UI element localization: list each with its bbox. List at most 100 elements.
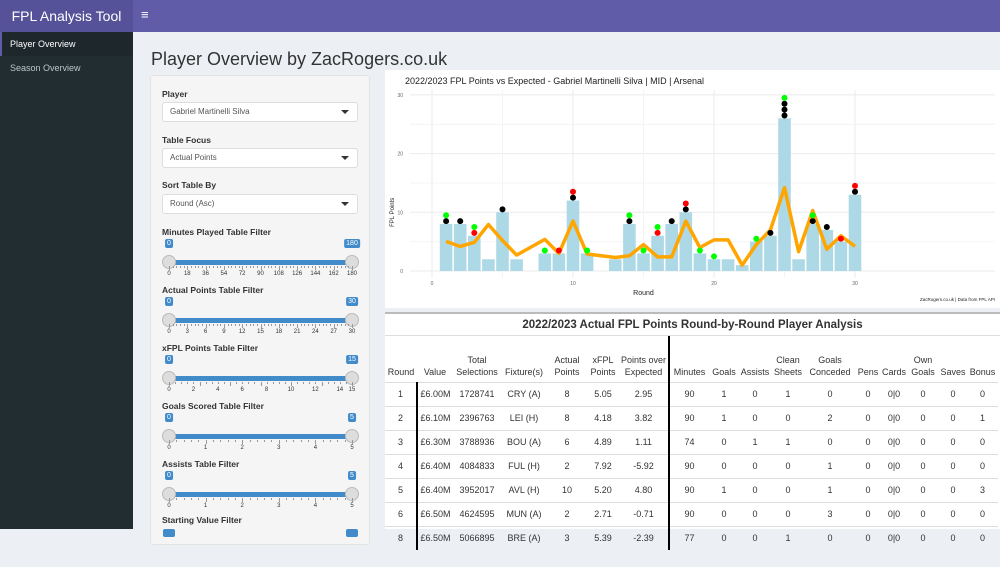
column-header[interactable]: Clean Sheets [771,336,805,382]
column-header[interactable]: Goals Conceded [805,336,855,382]
range-slider[interactable]: 0 5 0 1 2 3 4 5 [162,411,362,451]
table-row: 6 £6.50M 4624595 MUN (A) 2 2.71 -0.71 90 0 0 0 3 0 0|… [385,501,998,526]
slider-label: Actual Points Table Filter [162,285,264,295]
table-cell: 3.82 [619,405,670,430]
column-header[interactable]: Assists [739,336,771,382]
range-slider[interactable]: 0 5 0 1 2 3 4 5 [162,469,362,509]
column-header[interactable]: Goals [709,336,739,382]
column-header[interactable]: Total Selections [453,336,501,382]
table-row: 8 £6.50M 5066895 BRE (A) 3 5.39 -2.39 77 0 0 1 0 0 0|… [385,525,998,550]
slider-tick [172,266,174,268]
column-header[interactable]: Points over Expected [619,336,670,382]
slider-track[interactable] [169,434,352,439]
column-header[interactable]: Minutes [669,336,709,382]
slider-track[interactable] [169,376,352,381]
clean_sheet-marker [584,247,591,254]
slider-tick [176,498,178,500]
table-focus-select[interactable]: Actual Points [162,148,358,168]
slider-tick-label: 9 [222,329,226,335]
slider-tick [311,266,313,268]
goal-marker [457,218,464,225]
clean_sheet-marker [626,212,633,219]
sidebar-item-player-overview[interactable]: Player Overview [0,32,133,56]
bar-round-10 [566,200,580,271]
x-tick-label: 20 [711,281,717,287]
slider-tick [220,266,222,268]
slider-tick [297,266,299,270]
slider-tick [308,324,310,326]
table-cell: 3 [805,501,855,526]
sort-by-select[interactable]: Round (Asc) [162,194,358,214]
goal-marker [823,223,830,230]
slider-tick [333,324,335,328]
table-cell: 4.80 [619,477,670,502]
slider-tick-label: 3 [277,445,281,451]
column-header[interactable]: Fixture(s) [501,336,547,382]
slider-tick [293,324,295,326]
column-header[interactable]: Own Goals [907,336,939,382]
slider-tick [234,440,236,442]
slider-tick [337,498,339,500]
slider-tick [341,324,343,326]
table-cell: BRE (A) [501,525,547,550]
slider-to-value: 5 [348,413,356,422]
slider-tick-label: 12 [312,387,319,393]
column-header[interactable]: Cards [881,336,907,382]
slider-tick [242,382,244,384]
slider-tick-label: 8 [264,387,269,393]
column-header-text: Conceded [809,366,851,377]
hamburger-icon[interactable]: ≡ [141,7,149,22]
slider-track[interactable] [169,260,352,265]
player-select[interactable]: Gabriel Martinelli Silva [162,102,358,122]
slider-tick [234,498,236,500]
clean_sheet-marker [711,253,717,260]
column-header[interactable]: Round [385,336,417,382]
analysis-table-panel: 2022/2023 Actual FPL Points Round-by-Rou… [385,312,1000,550]
table-cell: 0 [907,381,939,406]
table-cell: 4.18 [587,405,619,430]
table-cell: 3 [547,525,587,550]
sidebar-item-season-overview[interactable]: Season Overview [10,63,81,73]
column-header[interactable]: Bonus [967,336,998,382]
slider-track[interactable] [169,492,352,497]
column-header[interactable]: Actual Points [547,336,587,382]
slider-tick [352,440,353,444]
table-cell: 0 [805,381,855,406]
slider-tick-label: 5 [350,445,354,451]
table-cell: 0 [739,525,771,550]
column-header-text: xFPL [592,354,614,365]
slider-to-value: 30 [346,297,358,306]
slider-tick [231,266,233,268]
range-slider[interactable]: 0 30 0 3 6 9 12 15 18 21 24 27 30 [162,295,362,335]
slider-track[interactable] [169,318,352,323]
starting-value-slider[interactable] [162,527,362,567]
column-header[interactable]: xFPL Points [587,336,619,382]
range-slider[interactable]: 0 180 0 18 36 54 72 90 108 126 144 162 180 [162,237,362,277]
slider-from-value: 0 [165,471,173,480]
table-cell: 1 [805,477,855,502]
column-header[interactable]: Value [417,336,453,382]
slider-tick [352,266,353,270]
goal-marker [781,112,788,119]
slider-tick [282,266,284,268]
table-cell: £6.50M [417,525,453,550]
table-cell: 5066895 [453,525,501,550]
table-cell: 0 [709,453,739,478]
y-tick-label: 30 [397,93,403,99]
points-chart-svg: 2022/2023 FPL Points vs Expected - Gabri… [390,76,995,302]
slider-tick [216,324,218,326]
slider-tick [256,440,258,442]
column-header[interactable]: Saves [939,336,967,382]
points-chart: 2022/2023 FPL Points vs Expected - Gabri… [385,70,1000,308]
slider-tick [278,382,280,384]
column-header-text: Own [913,354,933,365]
table-cell: 0 [709,525,739,550]
slider-tick [319,266,321,268]
range-slider[interactable]: 0 15 0 2 4 6 8 10 12 14 15 [162,353,362,393]
column-header[interactable]: Pens [855,336,881,382]
slider-tick-label: 1 [203,503,208,509]
goal-marker [852,188,858,195]
bar-round-24 [764,235,777,271]
slider-tick-label: 72 [238,271,246,277]
assist-marker [471,229,478,236]
